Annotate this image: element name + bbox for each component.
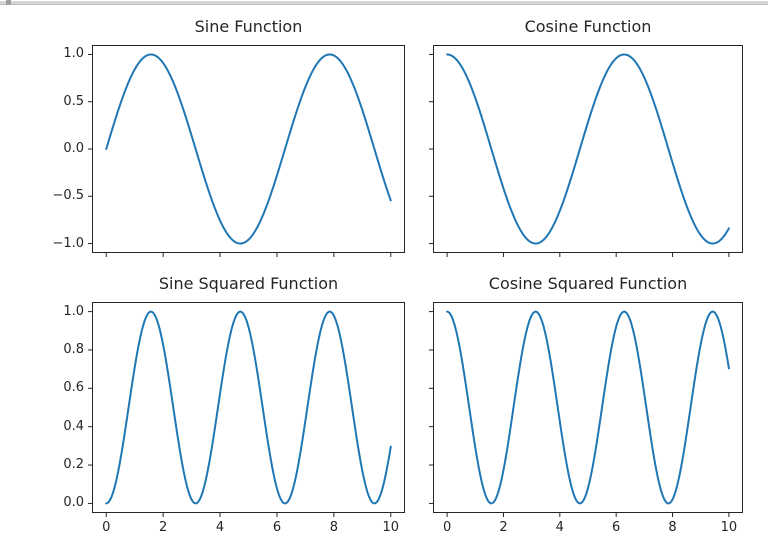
subplot-cosine: Cosine Function xyxy=(429,17,743,257)
y-tick-label: 1.0 xyxy=(63,46,84,62)
x-tick-label: 2 xyxy=(499,520,508,535)
x-tick-label: 0 xyxy=(442,520,452,535)
plot-frame xyxy=(92,45,405,253)
subplot-cosine-squared: Cosine Squared Function 0 2 4 6 8 10 xyxy=(429,274,743,535)
x-tick-label: 6 xyxy=(612,520,621,535)
y-tick-label: 0.0 xyxy=(63,495,84,511)
sine-title: Sine Function xyxy=(194,17,303,36)
cosine-squared-title: Cosine Squared Function xyxy=(488,274,688,293)
y-tick-label: 0.0 xyxy=(63,141,84,156)
x-tick-label: 4 xyxy=(215,520,225,535)
cosine-title: Cosine Function xyxy=(524,17,652,36)
y-tick-label: −0.5 xyxy=(52,188,84,204)
cosine-plot-area xyxy=(429,45,743,257)
x-tick-label: 2 xyxy=(158,520,168,535)
y-tick-label: 0.6 xyxy=(63,380,84,396)
curve xyxy=(105,53,392,245)
x-tick-label: 10 xyxy=(720,520,738,535)
curve xyxy=(446,53,730,245)
cosine-squared-plot-area xyxy=(429,302,743,517)
sine-squared-plot-area xyxy=(88,302,405,517)
y-tick-label: 0.8 xyxy=(63,341,84,357)
curve xyxy=(105,310,392,505)
y-tick-label: 0.5 xyxy=(63,93,84,109)
subplot-sine: Sine Function −1.0 −0.5 0.0 0.5 1.0 xyxy=(52,17,405,257)
x-tick-label: 10 xyxy=(382,520,400,535)
x-tick-label: 6 xyxy=(272,520,282,535)
x-tick-label: 8 xyxy=(668,520,677,535)
x-tick-label: 8 xyxy=(329,520,338,535)
y-tick-label: 0.2 xyxy=(63,457,84,473)
y-tick-label: 0.4 xyxy=(63,418,84,434)
top-border-notch xyxy=(6,0,11,5)
x-tick-label: 4 xyxy=(555,520,564,535)
x-tick-label: 0 xyxy=(102,520,111,535)
plot-frame xyxy=(433,45,743,253)
sine-plot-area xyxy=(88,45,405,257)
plot-frame xyxy=(92,302,405,513)
y-tick-label: 1.0 xyxy=(63,303,84,319)
curve xyxy=(446,310,730,505)
sine-squared-title: Sine Squared Function xyxy=(158,274,339,293)
subplot-sine-squared: Sine Squared Function 0 2 4 6 8 10 0.0 0.2 0.4 0.… xyxy=(63,274,405,535)
y-tick-label: −1.0 xyxy=(52,235,84,251)
window-top-border xyxy=(0,0,768,5)
plot-frame xyxy=(433,302,743,513)
